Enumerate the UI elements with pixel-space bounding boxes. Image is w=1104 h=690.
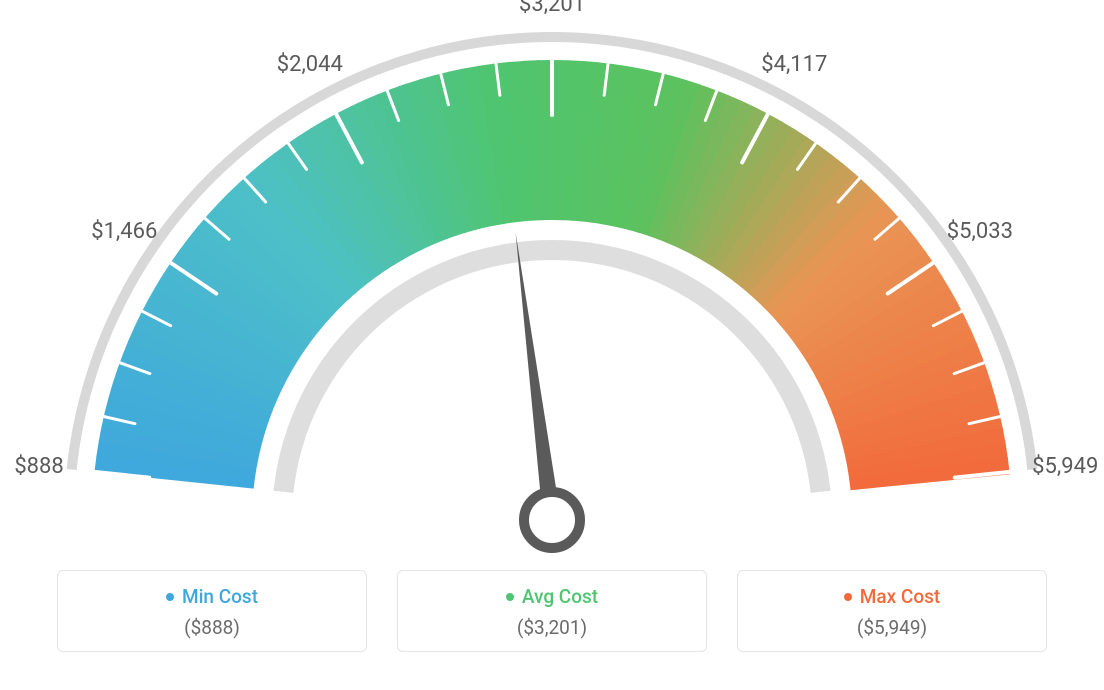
gauge-svg xyxy=(0,0,1104,560)
gauge-tick-label: $1,466 xyxy=(91,219,157,244)
legend-avg-label: Avg Cost xyxy=(522,585,598,608)
legend-min: Min Cost ($888) xyxy=(57,570,367,652)
legend: Min Cost ($888) Avg Cost ($3,201) Max Co… xyxy=(0,570,1104,652)
legend-min-dot xyxy=(166,593,174,601)
cost-gauge-chart: $888 $1,466 $2,044 $3,201 $4,117 $5,033 $5,949… xyxy=(0,0,1104,690)
legend-max-label: Max Cost xyxy=(860,585,940,608)
gauge-tick-label: $5,949 xyxy=(1032,454,1098,479)
gauge-tick-label: $888 xyxy=(14,454,63,479)
legend-avg-dot xyxy=(506,593,514,601)
legend-avg: Avg Cost ($3,201) xyxy=(397,570,707,652)
gauge-area: $888 $1,466 $2,044 $3,201 $4,117 $5,033 $5,949 xyxy=(0,0,1104,560)
gauge-tick-label: $4,117 xyxy=(761,52,827,77)
legend-avg-title: Avg Cost xyxy=(506,585,598,608)
legend-min-value: ($888) xyxy=(68,616,356,639)
legend-max-value: ($5,949) xyxy=(748,616,1036,639)
gauge-tick-label: $5,033 xyxy=(947,219,1013,244)
legend-max-dot xyxy=(844,593,852,601)
legend-min-title: Min Cost xyxy=(166,585,258,608)
legend-max-title: Max Cost xyxy=(844,585,940,608)
gauge-tick-label: $2,044 xyxy=(277,52,343,77)
legend-avg-value: ($3,201) xyxy=(408,616,696,639)
legend-max: Max Cost ($5,949) xyxy=(737,570,1047,652)
legend-min-label: Min Cost xyxy=(182,585,258,608)
gauge-tick-label: $3,201 xyxy=(519,0,585,17)
